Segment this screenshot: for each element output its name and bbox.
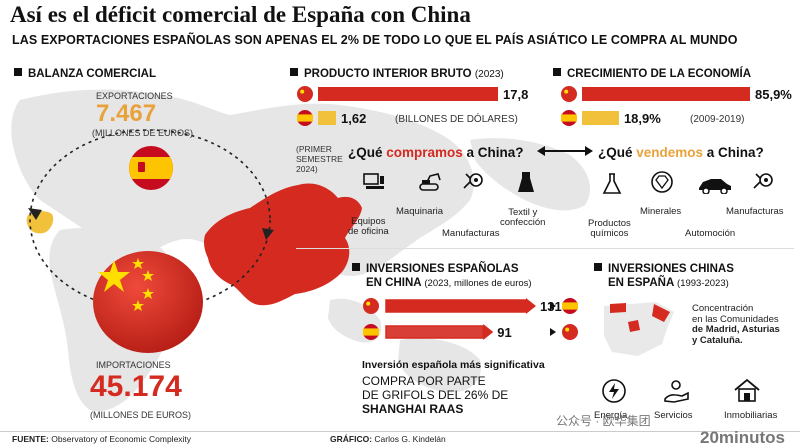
bullet-square-icon (290, 68, 298, 76)
period-note: (PRIMER SEMESTRE 2024) (296, 144, 343, 174)
footer-source: FUENTE: Observatory of Economic Complexi… (12, 434, 192, 444)
compramos-item-2: Maquinaria (396, 206, 443, 217)
bar-value-label: 1,62 (341, 111, 366, 126)
brand-logo: 20minutos (700, 428, 786, 447)
inversiones-chart: 13191 (363, 298, 578, 340)
inv-flag-destination (562, 324, 578, 340)
bullet-square-icon (352, 263, 360, 271)
compramos-item-3: Manufacturas (442, 228, 500, 239)
sector-servicios: Servicios (654, 410, 693, 421)
bar-flag-spain (297, 110, 313, 126)
sector-inmobiliarias: Inmobiliarias (724, 410, 778, 421)
double-arrow-icon (537, 144, 593, 158)
pib-unit-note: (BILLONES DE DÓLARES) (395, 114, 518, 125)
inv-flag-origin (363, 298, 379, 314)
import-value: 45.174 (90, 370, 182, 403)
vendemos-item-4: Manufacturas (726, 206, 784, 217)
office-equipment-icon (362, 172, 386, 194)
spain-map-shape (26, 211, 54, 234)
export-value: 7.467 (96, 100, 157, 127)
car-icon (697, 176, 733, 194)
compramos-item-4: Textil y confección (500, 207, 546, 228)
bar-china (318, 87, 498, 101)
arrow-head-icon (550, 302, 556, 310)
question-compramos: ¿Qué compramos a China? (348, 145, 524, 160)
bar-espa-a (318, 111, 336, 125)
vendemos-item-1: Productos químicos (588, 218, 631, 239)
machinery-icon (418, 170, 444, 194)
inv-value-label: 91 (497, 325, 511, 340)
inv-flag-destination (562, 298, 578, 314)
highlight-title: Inversión española más significativa (362, 359, 545, 371)
pib-chart: 17,8 1,62 (297, 86, 528, 126)
footer-divider (0, 431, 800, 432)
bar-flag-spain (561, 110, 577, 126)
manufacturing-icon (462, 168, 488, 192)
vendemos-item-2: Minerales (640, 206, 682, 217)
bullet-square-icon (594, 263, 602, 271)
export-label: EXPORTACIONES (96, 91, 173, 101)
bullet-square-icon (553, 68, 561, 76)
compramos-item-1: Equipos de oficina (348, 216, 389, 237)
balanza-heading: BALANZA COMERCIAL (14, 68, 156, 80)
china-map-shape (204, 183, 362, 306)
pib-heading: PRODUCTO INTERIOR BRUTO (2023) (290, 68, 504, 80)
inv-cn-heading: INVERSIONES CHINAS EN ESPAÑA (1993-2023) (594, 262, 734, 291)
spain-flag-icon (128, 145, 174, 191)
crecimiento-chart: 85,9% 18,9% (561, 86, 792, 126)
import-label: IMPORTACIONES (96, 360, 171, 370)
crecimiento-heading: CRECIMIENTO DE LA ECONOMÍA (553, 68, 751, 80)
page-subtitle: LAS EXPORTACIONES ESPAÑOLAS SON APENAS E… (12, 33, 738, 47)
highlight-text: COMPRA POR PARTE DE GRIFOLS DEL 26% DE S… (362, 374, 509, 416)
real-estate-icon (732, 377, 762, 405)
sector-energia: Energía (594, 410, 628, 421)
watermark-text: 公众号 · 欧华集团 (556, 414, 651, 428)
bar-value-label: 85,9% (755, 87, 792, 102)
crecimiento-period: (2009-2019) (690, 114, 745, 125)
china-flag-icon (92, 250, 204, 354)
textile-icon (516, 170, 536, 194)
bar-espa-a (582, 111, 619, 125)
energy-icon (600, 377, 628, 405)
spain-regions-map (598, 296, 678, 362)
question-vendemos: ¿Qué vendemos a China? (598, 145, 764, 160)
bar-value-label: 17,8 (503, 87, 528, 102)
services-icon (662, 377, 690, 405)
page-title: Así es el déficit comercial de España co… (10, 2, 471, 27)
section-divider (296, 248, 794, 249)
inv-es-heading: INVERSIONES ESPAÑOLAS EN CHINA (2023, mil… (352, 262, 532, 291)
vendemos-item-3: Automoción (685, 228, 736, 239)
inv-bar-cn-es (385, 324, 494, 340)
bullet-square-icon (14, 68, 22, 76)
import-unit: (MILLONES DE EUROS) (90, 410, 192, 420)
export-unit: (MILLONES DE EUROS) (92, 128, 194, 138)
arrow-head-icon (550, 328, 556, 336)
minerals-icon (650, 170, 674, 194)
inv-bar-es-cn (385, 298, 536, 314)
bar-china (582, 87, 750, 101)
footer-graphic: GRÁFICO: Carlos G. Kindelán (330, 434, 446, 444)
bar-flag-china (561, 86, 577, 102)
inv-cn-note: Concentración en las Comunidades de Madr… (692, 303, 780, 346)
chemicals-icon (602, 172, 622, 196)
bar-value-label: 18,9% (624, 111, 661, 126)
bar-flag-china (297, 86, 313, 102)
manufacturing-vend-icon (752, 168, 778, 192)
inv-flag-origin (363, 324, 379, 340)
